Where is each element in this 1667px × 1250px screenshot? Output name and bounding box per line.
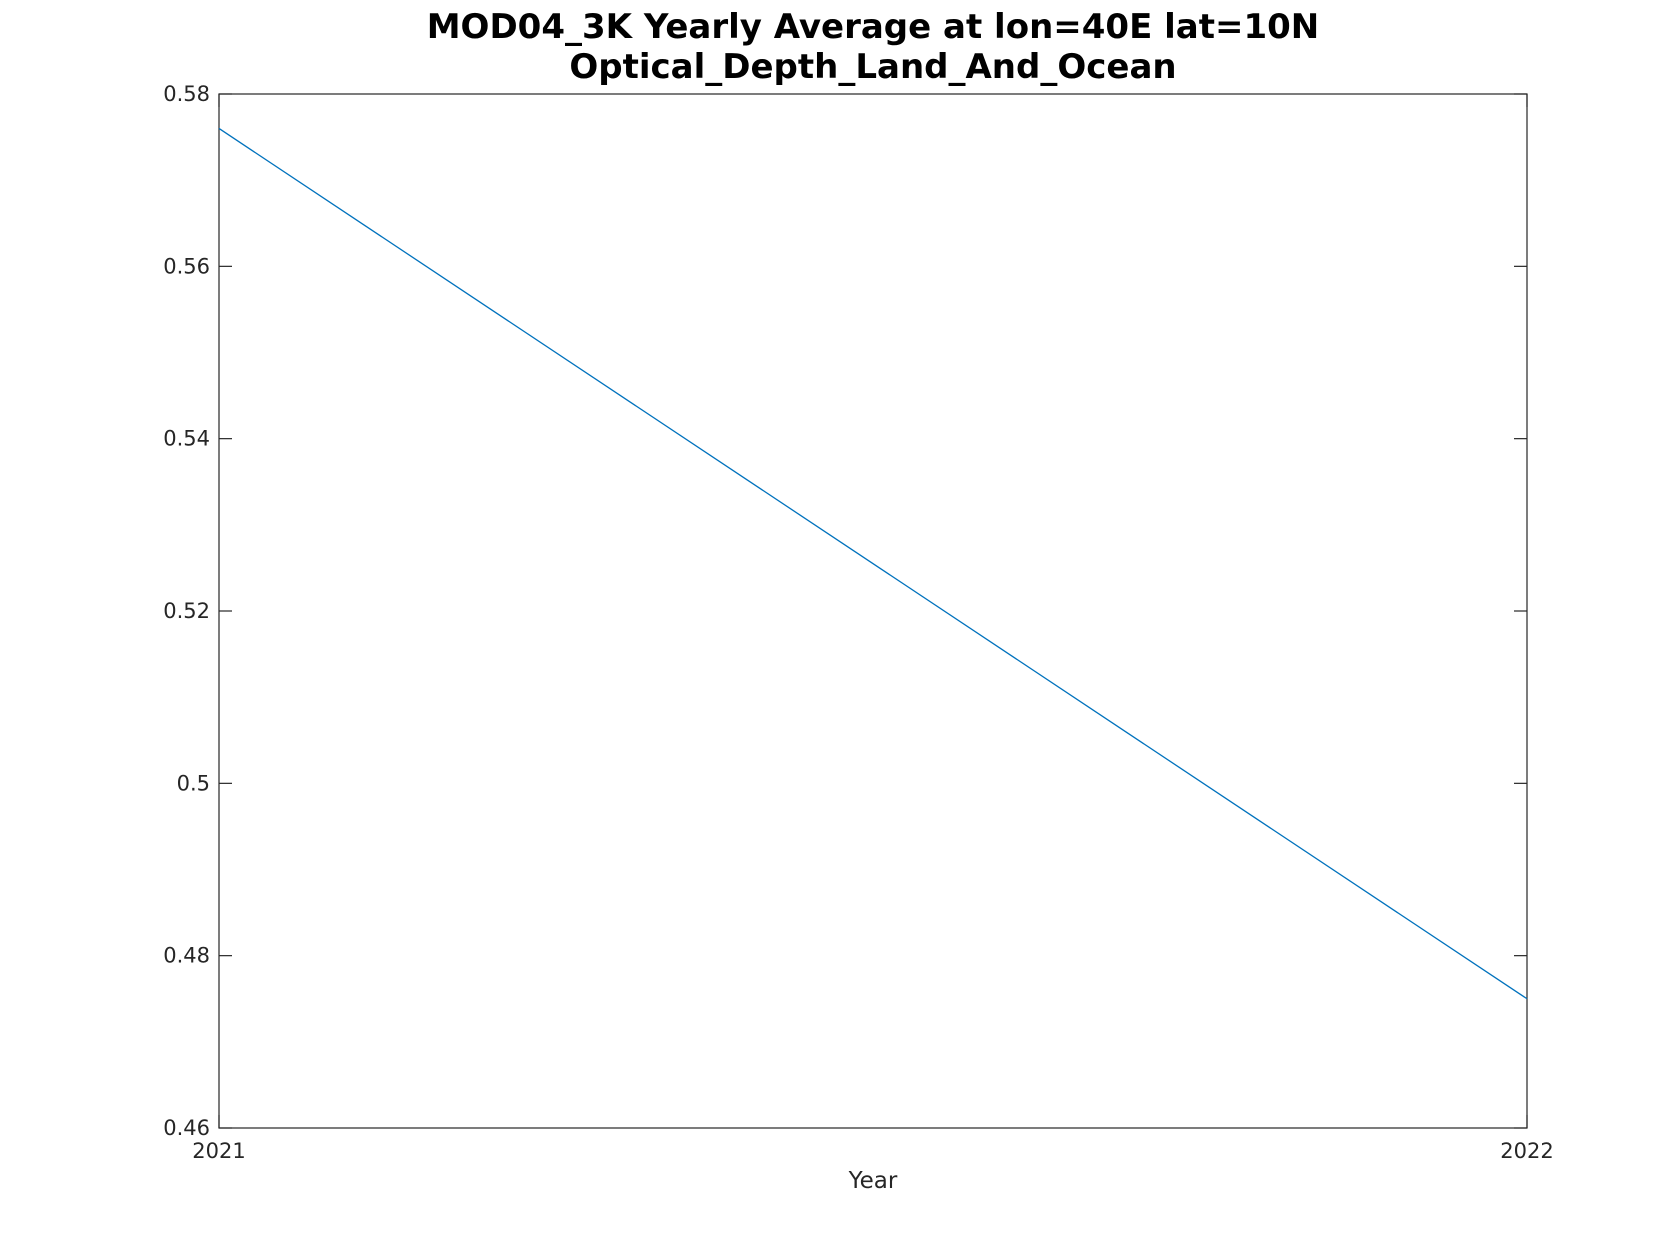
x-axis: 2021 2022 (192, 94, 1554, 1163)
series-line (218, 127, 1528, 1000)
x-tick-label: 2022 (1500, 1139, 1553, 1163)
x-tick-label: 2021 (192, 1139, 245, 1163)
plot-area (218, 93, 1528, 1129)
y-tick-label: 0.5 (177, 771, 210, 795)
y-tick-label: 0.56 (163, 254, 210, 278)
y-tick-label: 0.48 (163, 944, 210, 968)
y-tick-label: 0.52 (163, 599, 210, 623)
y-tick-label: 0.58 (163, 82, 210, 106)
x-axis-label: Year (848, 1168, 898, 1194)
y-tick-label: 0.54 (163, 427, 210, 451)
chart-title-line-2: Optical_Depth_Land_And_Ocean (569, 47, 1176, 87)
y-axis: 0.46 0.48 0.5 0.52 0.54 0.56 0.58 (163, 82, 1527, 1140)
chart-title-line-1: MOD04_3K Yearly Average at lon=40E lat=1… (427, 7, 1320, 47)
y-tick-label: 0.46 (163, 1116, 210, 1140)
series-layer (218, 127, 1528, 1000)
